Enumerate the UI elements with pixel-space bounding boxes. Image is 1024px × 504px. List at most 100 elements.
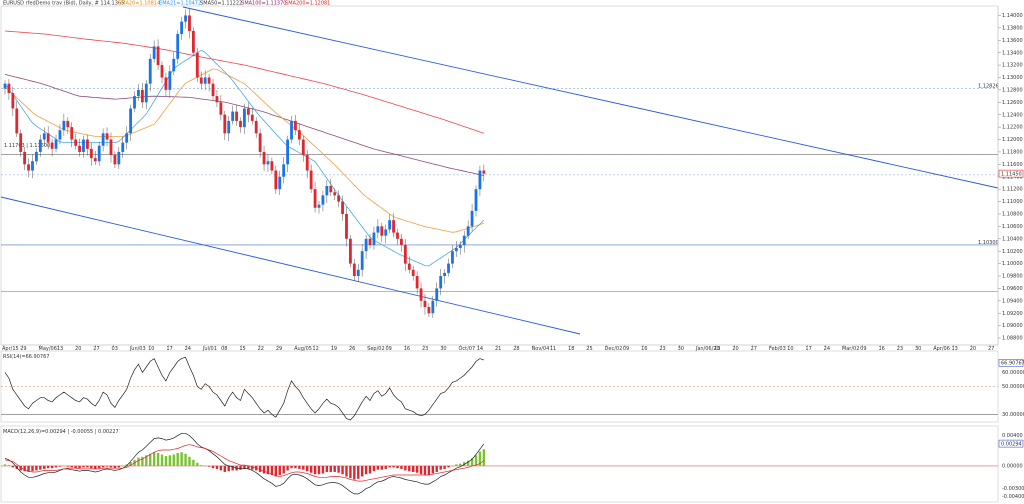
time-tick-label: 03 [112, 346, 118, 352]
candle [148, 54, 152, 92]
macd-histogram-bar [188, 456, 191, 466]
candle-body [333, 192, 337, 196]
time-tick-label: Nov/04 [532, 346, 550, 352]
candle [27, 158, 30, 178]
macd-histogram-bar [94, 465, 97, 469]
macd-histogram-bar [176, 453, 179, 466]
macd-histogram-bar [66, 465, 69, 467]
macd-histogram-bar [274, 465, 278, 477]
macd-histogram-bar [443, 465, 446, 469]
candle [400, 233, 403, 252]
candle-body [7, 83, 11, 93]
macd-histogram-bar [247, 465, 250, 469]
candle [70, 122, 74, 148]
candle [462, 230, 466, 253]
macd-histogram-bar [239, 465, 242, 470]
time-tick-label: 19 [331, 346, 337, 352]
candle [294, 114, 297, 135]
candle [62, 113, 66, 136]
candle-body [121, 142, 125, 152]
macd-histogram-bar [384, 465, 387, 469]
macd-histogram-bar [412, 465, 415, 472]
candle-body [392, 220, 395, 233]
time-tick-label: 30 [678, 346, 684, 352]
candle-body [113, 155, 117, 165]
candle [172, 51, 176, 75]
time-tick-label: 17 [805, 346, 811, 352]
candle-body [274, 170, 278, 190]
time-tick-label: Jul/01 [202, 346, 217, 352]
macd-panel-frame [0, 425, 999, 503]
candle-body [15, 108, 19, 134]
price-tick-label: 1.10400 [1002, 236, 1023, 242]
candle [137, 83, 140, 101]
macd-histogram-bar [200, 465, 203, 466]
macd-histogram-bar [455, 464, 458, 466]
indicator-legend: EMA20=1.10814EMA21=1.10472SMA50=1.11222S… [118, 1, 330, 7]
macd-histogram-bar [313, 465, 317, 475]
candle-body [474, 189, 478, 211]
candle-body [435, 288, 439, 301]
candle-body [356, 269, 360, 276]
macd-histogram-bar [333, 465, 336, 472]
time-tick-label: 16 [641, 346, 647, 352]
candle [109, 132, 113, 163]
macd-histogram-bar [345, 465, 348, 477]
candle-body [184, 15, 187, 22]
price-panel-frame [0, 5, 999, 346]
indicator-label-3: SMA100=1.11370 [241, 1, 286, 7]
candle-body [195, 52, 199, 78]
candle [42, 127, 46, 146]
candle-body [466, 226, 470, 236]
candle [297, 123, 301, 146]
candle-body [478, 170, 482, 190]
time-tick-label: 13 [714, 346, 720, 352]
macd-histogram-bar [392, 465, 395, 468]
macd-histogram-bar [58, 465, 62, 467]
candle-body [231, 111, 235, 121]
candle-body [219, 102, 223, 115]
time-tick-label: 09 [385, 346, 391, 352]
macd-histogram-bar [7, 465, 11, 466]
macd-histogram-bar [439, 465, 442, 470]
candle [144, 79, 148, 109]
candle-body [329, 186, 333, 193]
candle [270, 157, 274, 175]
candle-body [451, 251, 454, 264]
candle-body [262, 151, 266, 165]
candle-body [78, 145, 81, 152]
macd-histogram-bar [125, 464, 128, 466]
candle-body [192, 30, 195, 53]
time-tick-label: May/06 [39, 346, 57, 352]
macd-histogram-bar [223, 465, 226, 472]
macd-histogram-bar [419, 465, 423, 475]
macd-histogram-bar [145, 455, 148, 466]
candle [176, 30, 180, 64]
current-price-label: 1.11450 [1001, 171, 1022, 177]
time-tick-label: 14 [477, 346, 483, 352]
price-tick-label: 1.14000 [1002, 13, 1023, 19]
macd-histogram-bar [90, 465, 93, 469]
macd-histogram-bar [290, 465, 293, 469]
macd-histogram-bar [380, 465, 383, 470]
macd-histogram-bar [54, 465, 58, 468]
candle [211, 78, 215, 100]
candle-body [168, 71, 172, 90]
macd-tick-label: -0.00400 [1002, 494, 1024, 500]
time-tick-label: 29 [276, 346, 282, 352]
moving-averages [4, 30, 485, 267]
macd-histogram-bar [227, 465, 230, 472]
candle-body [50, 142, 54, 149]
macd-histogram-bar [302, 465, 305, 470]
macd-histogram-bar [27, 465, 30, 472]
candle [82, 135, 85, 158]
candle-body [443, 272, 446, 276]
macd-histogram-bar [306, 465, 309, 472]
macd-histogram-bar [62, 465, 66, 467]
macd-histogram-bar [86, 465, 89, 468]
candle [392, 213, 395, 238]
candle [254, 117, 258, 139]
candle-body [188, 15, 191, 31]
macd-histogram-bar [309, 465, 313, 473]
candle-body [388, 220, 392, 230]
